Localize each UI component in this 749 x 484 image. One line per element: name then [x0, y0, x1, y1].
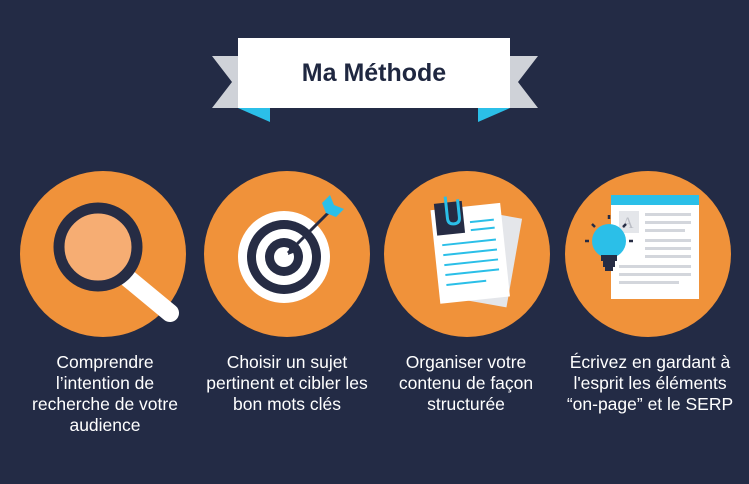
title-banner: Ma Méthode: [0, 0, 749, 140]
svg-text:A: A: [622, 215, 634, 232]
ribbon-graphic: [212, 38, 538, 122]
target-arrow-icon: [204, 171, 370, 337]
step-3-label: Organiser votre contenu de façon structu…: [398, 352, 534, 414]
step-2-label: Choisir un sujet pertinent et cibler les…: [206, 352, 368, 414]
step-1-label: Comprendre l’intention de recherche de v…: [32, 352, 178, 435]
lightbulb-webpage-icon: A: [565, 171, 731, 337]
page-title: Ma Méthode: [301, 58, 447, 87]
documents-paperclip-icon: [384, 171, 550, 337]
step-4-label: Écrivez en gardant à l'esprit les élémen…: [566, 352, 734, 414]
magnifying-glass-icon: [20, 171, 186, 337]
